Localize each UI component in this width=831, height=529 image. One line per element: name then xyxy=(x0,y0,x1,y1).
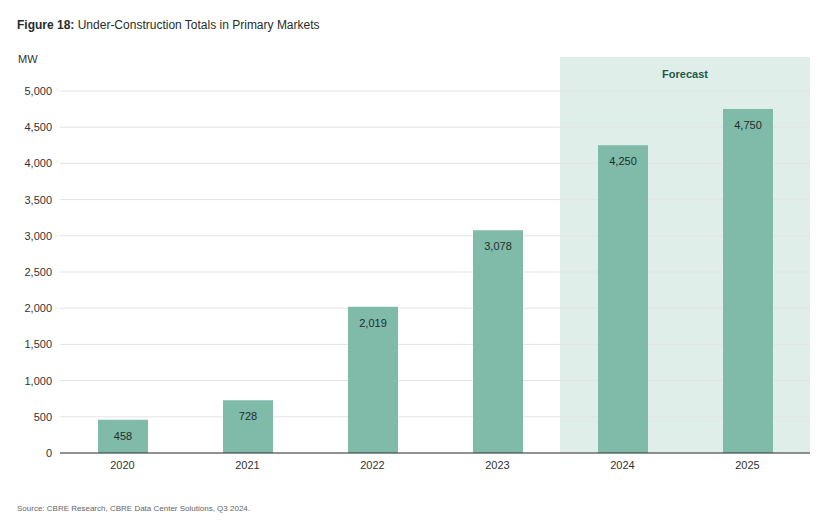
svg-text:5,000: 5,000 xyxy=(24,85,52,97)
svg-text:3,000: 3,000 xyxy=(24,230,52,242)
svg-text:2025: 2025 xyxy=(735,459,759,471)
svg-text:2022: 2022 xyxy=(360,459,384,471)
svg-text:0: 0 xyxy=(46,447,52,459)
svg-text:4,000: 4,000 xyxy=(24,157,52,169)
svg-text:4,250: 4,250 xyxy=(609,155,637,167)
svg-text:2023: 2023 xyxy=(485,459,509,471)
html-text:Source: CBRE Research, CBRE Da: Source: CBRE Research, CBRE Data Center … xyxy=(17,504,250,513)
html-text:Forecast: Forecast xyxy=(662,68,708,80)
svg-text:2,000: 2,000 xyxy=(24,302,52,314)
svg-text:500: 500 xyxy=(34,411,52,423)
svg-text:2024: 2024 xyxy=(610,459,634,471)
svg-text:728: 728 xyxy=(239,410,257,422)
svg-text:3,078: 3,078 xyxy=(484,240,512,252)
svg-text:3,500: 3,500 xyxy=(24,194,52,206)
svg-text:4,750: 4,750 xyxy=(734,119,762,131)
svg-text:1,500: 1,500 xyxy=(24,338,52,350)
svg-text:4,500: 4,500 xyxy=(24,121,52,133)
svg-text:1,000: 1,000 xyxy=(24,375,52,387)
svg-text:2020: 2020 xyxy=(110,459,134,471)
svg-text:2,019: 2,019 xyxy=(359,317,387,329)
svg-text:458: 458 xyxy=(114,430,132,442)
svg-text:2,500: 2,500 xyxy=(24,266,52,278)
html-text:MW: MW xyxy=(18,53,38,65)
svg-text:2021: 2021 xyxy=(235,459,259,471)
html-text:Figure 18: Under-Construction: Figure 18: Under-Construction Totals in … xyxy=(17,18,320,32)
